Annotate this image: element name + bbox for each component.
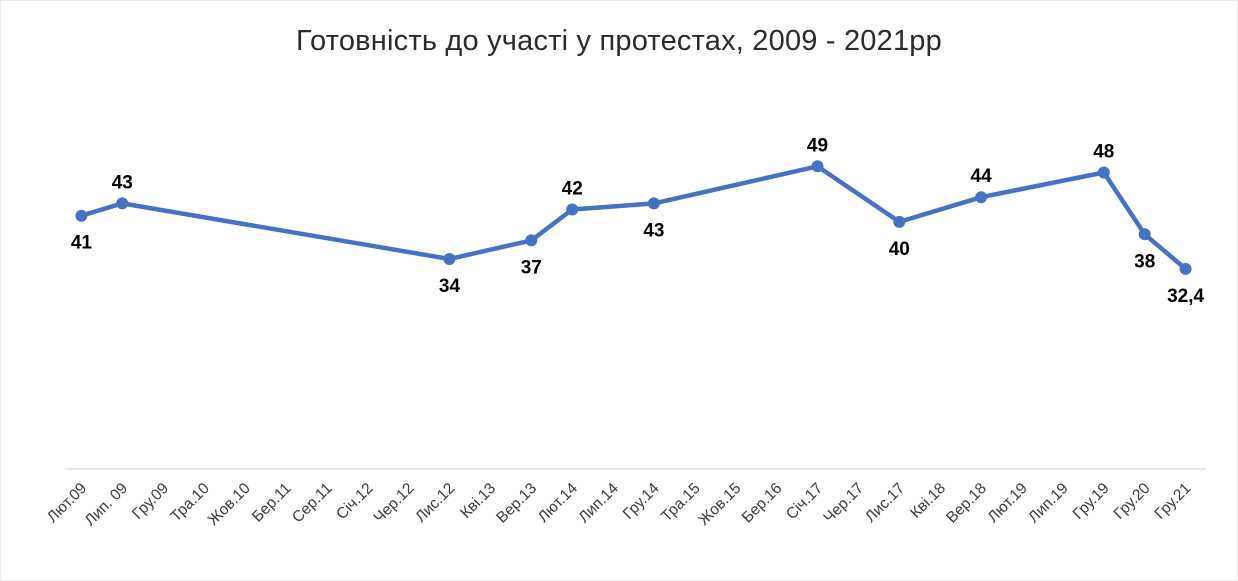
x-axis-tick-label: Гру.20 [1111,480,1154,523]
data-point-marker [1097,166,1110,179]
data-point-marker [811,160,824,173]
x-axis-tick-label: Лют.19 [985,480,1031,526]
chart-title: Готовність до участі у протестах, 2009 -… [296,25,942,57]
x-axis-tick-label: Гру.14 [620,480,663,523]
data-point-marker [525,234,538,247]
x-axis-tick-label: Лис.12 [412,480,458,526]
x-axis-tick-label: Лис.17 [862,480,908,526]
series-line [79,164,1188,272]
data-point-marker [116,197,129,210]
data-point-marker [75,209,88,222]
data-point-marker [975,191,988,204]
data-label: 32,4 [1167,286,1204,307]
x-axis-tick-label: Бер.11 [249,480,295,526]
data-point-marker [647,197,660,210]
x-axis-tick-label: Гру.19 [1070,480,1113,523]
data-point-marker [566,203,579,216]
data-point-marker [443,253,456,265]
data-label: 49 [807,135,828,156]
data-point-marker [893,215,906,228]
data-label: 44 [971,166,993,187]
x-axis-tick-label: Лип.14 [575,480,622,527]
x-axis-tick-label: Вер.13 [493,480,540,527]
x-axis-tick-label: Чер.12 [371,480,418,527]
data-label: 40 [889,239,910,260]
x-axis-tick-label: Січ.12 [333,480,376,523]
x-axis-tick-label: Лип.19 [1025,480,1072,527]
x-axis-tick-label: Гру.09 [129,480,172,523]
data-label: 43 [643,220,664,241]
data-label: 38 [1134,251,1155,272]
data-label: 43 [112,172,133,193]
x-axis-tick-label: Вер.18 [943,480,990,527]
data-label: 48 [1093,142,1114,163]
x-axis-tick-label: Сер.11 [289,480,336,527]
x-axis-tick-label: Лют.14 [535,480,582,527]
x-axis-tick-label: Лип. 09 [82,480,132,530]
x-axis-tick-label: Жов.15 [695,480,744,529]
data-label: 42 [562,179,583,200]
x-axis-tick-label: Жов.10 [205,480,254,529]
x-axis-tick-label: Бер.16 [739,480,786,527]
x-axis-tick-label: Січ.17 [783,480,826,523]
data-label: 37 [521,257,542,278]
x-axis-tick-label: Гру.21 [1151,480,1194,523]
x-axis-tick-label: Чер.17 [820,480,867,527]
data-label: 41 [71,233,93,254]
data-point-marker [1138,228,1151,241]
data-point-marker [1179,262,1192,275]
data-label: 34 [439,276,461,297]
